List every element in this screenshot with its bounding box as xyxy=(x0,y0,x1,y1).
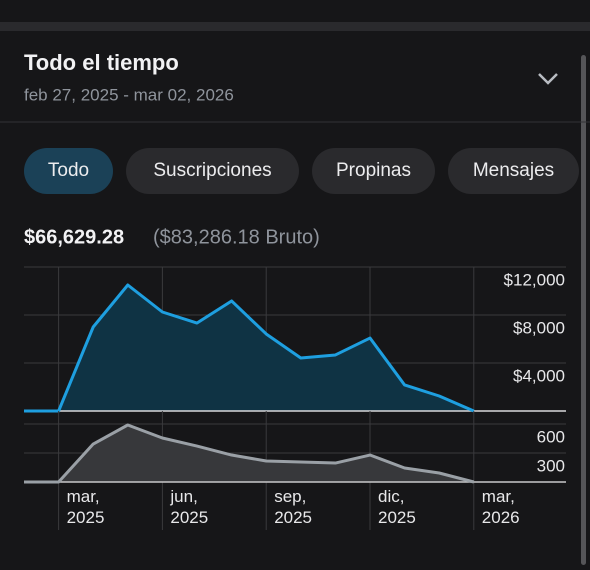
chevron[interactable] xyxy=(538,73,558,85)
x-tick-label: sep, 2025 xyxy=(274,487,313,527)
tab-label: Propinas xyxy=(336,160,411,181)
area xyxy=(24,285,474,411)
y-tick-label: $12,000 xyxy=(504,270,565,289)
top-bar xyxy=(0,22,590,31)
tab[interactable] xyxy=(126,148,299,194)
tab-label: Todo xyxy=(48,160,89,181)
y-tick-label: $8,000 xyxy=(513,318,565,337)
line xyxy=(24,423,475,484)
y-tick-label: 600 xyxy=(537,427,565,446)
x-tick-label: mar, 2026 xyxy=(481,487,520,527)
x-tick-label: mar, 2025 xyxy=(66,487,105,527)
y-tick-label: 300 xyxy=(537,456,565,475)
gross-amount: ($83,286.18 Bruto) xyxy=(153,226,320,248)
tab-label: Mensajes xyxy=(473,160,554,181)
x-tick-label: jun, 2025 xyxy=(170,487,209,527)
area xyxy=(24,424,474,482)
date-range: feb 27, 2025 - mar 02, 2026 xyxy=(24,85,234,104)
title: Todo el tiempo xyxy=(24,50,179,75)
tab[interactable] xyxy=(24,148,113,194)
y-tick-label: $4,000 xyxy=(513,366,565,385)
line xyxy=(24,283,475,413)
tab[interactable] xyxy=(448,148,579,194)
net-amount: $66,629.28 xyxy=(24,226,124,248)
tab-label: Suscripciones xyxy=(153,160,271,181)
tab[interactable] xyxy=(312,148,435,194)
scrollbar xyxy=(581,55,586,565)
x-tick-label: dic, 2025 xyxy=(378,487,416,527)
